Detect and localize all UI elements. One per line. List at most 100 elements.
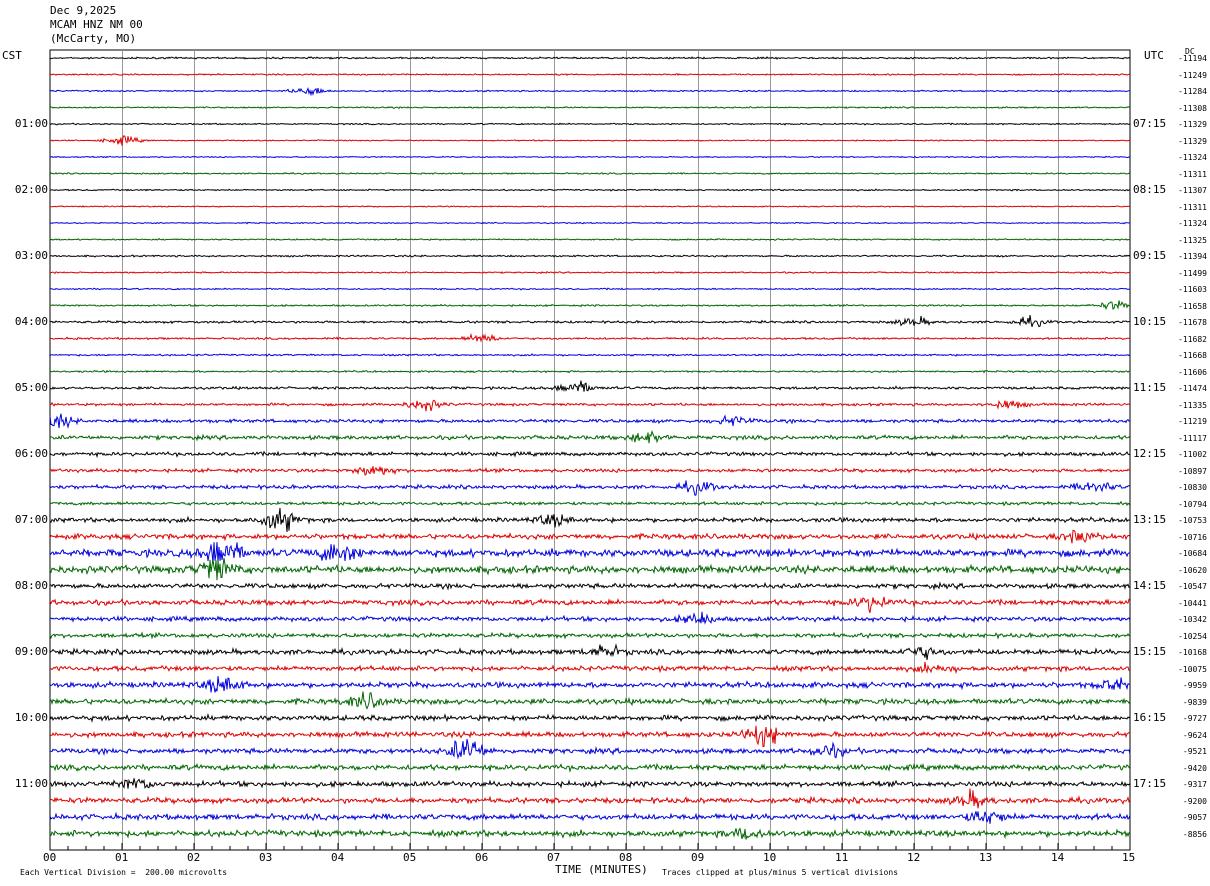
trace-row-19 — [49, 369, 1131, 374]
dc-offset-label: -10684 — [1178, 549, 1207, 558]
trace-row-35 — [49, 631, 1131, 640]
trace-row-36 — [49, 643, 1131, 661]
trace-row-23 — [49, 430, 1131, 444]
left-hour-label: 11:00 — [14, 777, 48, 790]
x-tick-label-08: 08 — [619, 851, 633, 864]
dc-offset-label: -11219 — [1178, 417, 1207, 426]
trace-row-13 — [49, 270, 1130, 275]
dc-offset-label: -11668 — [1178, 351, 1207, 360]
dc-offset-label: -11499 — [1178, 268, 1207, 278]
dc-offset-label: -10794 — [1178, 499, 1207, 509]
dc-offset-label: -11335 — [1178, 400, 1207, 410]
trace-row-18 — [49, 353, 1131, 357]
dc-offset-label: -10342 — [1178, 615, 1207, 624]
grid — [49, 49, 1131, 851]
trace-row-9 — [49, 205, 1131, 208]
trace-row-4 — [49, 122, 1131, 126]
left-hour-label: 09:00 — [14, 645, 48, 658]
footer-scale-note: Each Vertical Division = 200.00 microvol… — [20, 868, 228, 877]
trace-row-41 — [49, 725, 1131, 748]
trace-row-15 — [49, 300, 1131, 311]
trace-row-42 — [50, 739, 1131, 760]
left-hour-label: 08:00 — [14, 579, 48, 592]
trace-row-3 — [49, 105, 1131, 110]
dc-offset-label: -11002 — [1178, 450, 1207, 459]
trace-row-43 — [49, 762, 1131, 774]
right-hour-label: 07:15 — [1133, 117, 1167, 130]
trace-row-16 — [49, 314, 1131, 328]
trace-row-24 — [49, 450, 1131, 459]
right-hour-label: 09:15 — [1133, 249, 1167, 262]
right-hour-label: 12:15 — [1133, 447, 1167, 460]
dc-offset-label: -11329 — [1178, 120, 1207, 129]
trace-row-1 — [49, 72, 1131, 77]
right-hour-label: 14:15 — [1133, 579, 1167, 592]
right-hour-label: 13:15 — [1133, 513, 1167, 526]
dc-offset-label: -9521 — [1182, 747, 1207, 756]
trace-row-30 — [49, 542, 1131, 564]
dc-offset-label: -11682 — [1178, 334, 1207, 344]
header-date: Dec 9,2025 — [50, 4, 117, 17]
dc-offset-label: -10075 — [1178, 664, 1207, 674]
dc-offset-label: -10753 — [1178, 516, 1207, 525]
trace-row-25 — [49, 466, 1131, 476]
trace-row-21 — [49, 399, 1131, 412]
plot-frame — [49, 49, 1131, 851]
x-tick-label-04: 04 — [331, 851, 345, 864]
x-tick-label-12: 12 — [907, 851, 921, 864]
dc-offset-label: -10716 — [1178, 532, 1207, 542]
trace-row-17 — [49, 332, 1131, 343]
dc-offset-label: -11311 — [1178, 169, 1207, 179]
trace-row-37 — [49, 661, 1131, 675]
left-timezone-label: CST — [2, 49, 22, 62]
dc-offset-label: -10254 — [1178, 631, 1207, 641]
trace-row-6 — [49, 155, 1131, 159]
trace-row-8 — [49, 188, 1131, 192]
trace-row-39 — [49, 691, 1131, 710]
x-tick-label-00: 00 — [43, 851, 57, 864]
trace-row-28 — [49, 507, 1131, 533]
right-hour-label: 08:15 — [1133, 183, 1167, 196]
trace-row-14 — [49, 287, 1130, 291]
right-hour-label: 15:15 — [1133, 645, 1167, 658]
dc-offset-label: -11603 — [1178, 285, 1207, 294]
trace-row-27 — [49, 500, 1131, 507]
dc-offset-label: -10897 — [1178, 466, 1207, 476]
trace-row-31 — [49, 557, 1131, 581]
trace-row-45 — [49, 788, 1131, 809]
traces — [49, 56, 1131, 840]
right-hour-label: 16:15 — [1133, 711, 1167, 724]
dc-offset-label: -11284 — [1178, 87, 1207, 96]
dc-offset-label: -10441 — [1178, 598, 1207, 608]
trace-row-26 — [49, 480, 1131, 496]
trace-row-5 — [49, 134, 1131, 146]
x-tick-label-05: 05 — [403, 851, 417, 864]
dc-offset-label: -11311 — [1178, 202, 1207, 212]
dc-offset-label: -11658 — [1178, 301, 1207, 311]
right-hour-label: 11:15 — [1133, 381, 1167, 394]
trace-row-32 — [49, 581, 1131, 591]
x-tick-label-10: 10 — [763, 851, 777, 864]
trace-row-29 — [49, 529, 1131, 544]
trace-row-10 — [49, 221, 1131, 225]
trace-row-34 — [49, 611, 1131, 625]
trace-row-2 — [49, 86, 1131, 97]
trace-row-12 — [49, 254, 1131, 258]
dc-offset-label: -10168 — [1178, 648, 1207, 657]
dc-offset-label: -9420 — [1182, 763, 1207, 773]
dc-offset-label: -10830 — [1178, 483, 1207, 492]
dc-offset-label: -9727 — [1182, 714, 1207, 723]
trace-row-40 — [49, 713, 1131, 723]
left-hour-label: 02:00 — [14, 183, 48, 196]
dc-offset-label: -9317 — [1182, 780, 1207, 789]
dc-offset-label: -10547 — [1178, 582, 1207, 591]
left-hour-label: 07:00 — [14, 513, 48, 526]
dc-offset-label: -11249 — [1178, 70, 1207, 80]
dc-offset-label: -10620 — [1178, 565, 1207, 575]
x-tick-label-09: 09 — [691, 851, 705, 864]
right-hour-label: 10:15 — [1133, 315, 1167, 328]
left-hour-label: 10:00 — [14, 711, 48, 724]
dc-offset-label: -9839 — [1182, 697, 1207, 707]
dc-offset-label: -11474 — [1178, 384, 1207, 393]
